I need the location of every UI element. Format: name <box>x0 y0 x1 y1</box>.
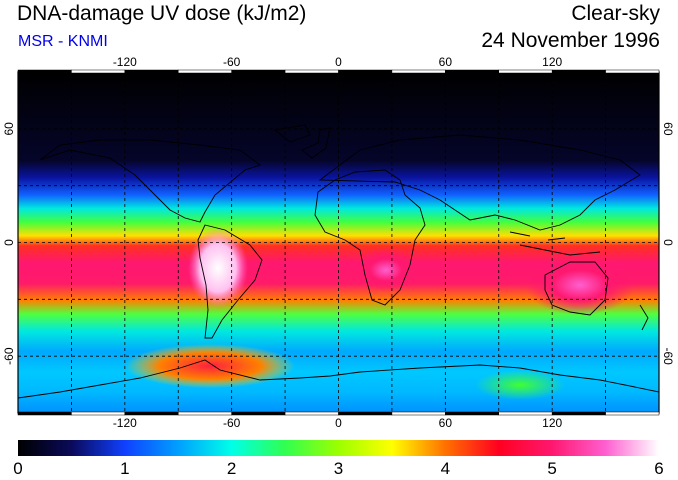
frame-tick-bottom <box>551 411 606 416</box>
frame-tick-bottom <box>284 411 339 416</box>
sky-condition-label: Clear-sky <box>571 2 660 25</box>
frame-tick-top <box>551 69 606 74</box>
colorbar-tick-label: 0 <box>13 459 22 478</box>
frame-tick-top <box>17 69 72 74</box>
lon-tick-label-top: 120 <box>542 55 562 69</box>
lon-tick-label-top: 60 <box>439 55 453 69</box>
frame-tick-top <box>338 69 393 74</box>
lat-tick-label-left: 0 <box>2 239 16 246</box>
lon-tick-label-bottom: -120 <box>113 416 137 430</box>
colorbar-tick-label: 2 <box>227 459 236 478</box>
green-patch-south <box>475 370 565 400</box>
frame-tick-top <box>231 69 286 74</box>
hotspot-south-america <box>188 228 248 308</box>
frame-tick-top <box>284 69 339 74</box>
frame-tick-bottom <box>17 411 72 416</box>
frame-tick-bottom <box>498 411 553 416</box>
lon-tick-label-bottom: -60 <box>223 416 241 430</box>
frame-tick-bottom <box>231 411 286 416</box>
lat-tick-label-left: 60 <box>2 122 16 136</box>
axis-labels: -120 -120 -60 -60 0 0 60 60 120 120 60 60 0 0 -60 -60 <box>2 55 675 430</box>
frame-tick-bottom <box>391 411 446 416</box>
colorbar-tick-label: 4 <box>441 459 450 478</box>
frame-tick-bottom <box>71 411 126 416</box>
lat-tick-label-right: -60 <box>661 347 675 365</box>
frame-tick-bottom <box>124 411 179 416</box>
lon-tick-label-top: -60 <box>223 55 241 69</box>
frame-tick-bottom <box>605 411 660 416</box>
hotspot-australia <box>525 255 635 315</box>
lon-tick-label-top: 0 <box>335 55 342 69</box>
colorbar <box>18 440 659 456</box>
frame-tick-top <box>391 69 446 74</box>
colorbar-labels: 0 1 2 3 4 5 6 <box>13 459 663 478</box>
colorbar-tick-label: 5 <box>547 459 556 478</box>
frame-tick-top <box>498 69 553 74</box>
hotspot-africa <box>354 248 418 292</box>
frame-tick-bottom <box>178 411 232 416</box>
lat-tick-label-left: -60 <box>2 347 16 365</box>
ozone-hole-region <box>125 344 295 388</box>
lon-tick-label-bottom: 0 <box>335 416 342 430</box>
colorbar-tick-label: 6 <box>654 459 663 478</box>
colorbar-tick-label: 1 <box>120 459 129 478</box>
graticule <box>18 72 659 413</box>
lon-tick-label-bottom: 60 <box>439 416 453 430</box>
frame-tick-top <box>445 69 500 74</box>
frame-tick-bottom <box>445 411 500 416</box>
coastlines <box>18 124 659 399</box>
frame-tick-top <box>605 69 660 74</box>
lat-tick-label-right: 60 <box>661 122 675 136</box>
frame-tick-top <box>71 69 126 74</box>
frame-ticks <box>17 69 660 416</box>
date-label: 24 November 1996 <box>481 29 660 52</box>
lon-tick-label-bottom: 120 <box>542 416 562 430</box>
source-label: MSR - KNMI <box>18 33 108 50</box>
lat-tick-label-right: 0 <box>661 239 675 246</box>
colorbar-tick-label: 3 <box>334 459 343 478</box>
frame-tick-top <box>124 69 179 74</box>
lon-tick-label-top: -120 <box>113 55 137 69</box>
frame-tick-bottom <box>338 411 393 416</box>
frame-tick-top <box>178 69 232 74</box>
map-title: DNA-damage UV dose (kJ/m2) <box>17 2 307 25</box>
